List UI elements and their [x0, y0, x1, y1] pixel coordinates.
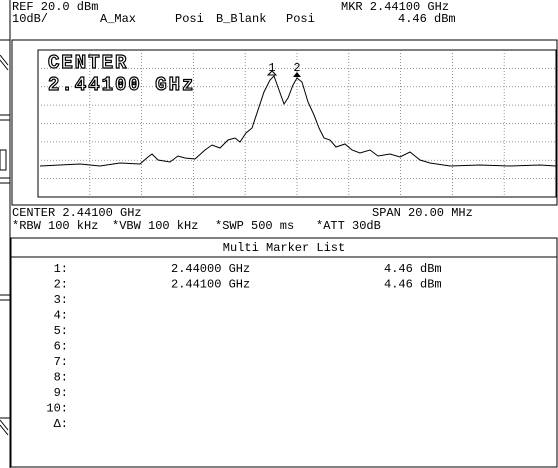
- marker-2: [293, 72, 301, 77]
- marker-1-label: 1: [268, 61, 275, 75]
- scale: 10dB/: [12, 12, 48, 26]
- left-tab: [0, 149, 7, 171]
- center-value: 2.44100 GHz: [48, 74, 195, 96]
- marker-index: 1:: [54, 262, 68, 276]
- marker-index: 2:: [54, 278, 68, 292]
- vbw: *VBW 100 kHz: [112, 219, 198, 233]
- trace: [39, 75, 557, 167]
- marker-level: 4.46 dBm: [398, 12, 456, 26]
- marker-index: 5:: [54, 324, 68, 338]
- marker-frequency: MKR 2.44100 GHz: [341, 0, 449, 14]
- ref-level: REF 20.0 dBm: [12, 0, 98, 14]
- trace-b-detector: Posi: [286, 12, 315, 26]
- marker-index: 6:: [54, 340, 68, 354]
- list-body: [10, 256, 558, 468]
- rbw: *RBW 100 kHz: [12, 219, 98, 233]
- trace-a-detector: Posi: [175, 12, 204, 26]
- trace-b-mode: B_Blank: [216, 12, 266, 26]
- marker-index: 10:: [46, 402, 68, 416]
- left-tabs: [0, 39, 10, 419]
- marker-frequency: 2.44000 GHz: [171, 262, 250, 276]
- marker-index: 8:: [54, 371, 68, 385]
- marker-index: Δ:: [54, 417, 68, 431]
- marker-1: [266, 70, 278, 76]
- marker-rows: 1: 2.44000 GHz 4.46 dBm 2: 2.44100 GHz 4.46 d…: [46, 262, 441, 431]
- center-frequency: CENTER 2.44100 GHz: [12, 206, 142, 220]
- marker-2-label: 2: [293, 61, 300, 75]
- marker-index: 3:: [54, 293, 68, 307]
- center-label: CENTER: [48, 52, 128, 74]
- marker-frequency: 2.44100 GHz: [171, 278, 250, 292]
- trace-a-mode: A_Max: [100, 12, 136, 26]
- marker-level: 4.46 dBm: [384, 262, 442, 276]
- marker-index: 4:: [54, 309, 68, 323]
- list-title: Multi Marker List: [223, 241, 345, 255]
- attenuation: *ATT 30dB: [316, 219, 381, 233]
- marker-index: 9:: [54, 386, 68, 400]
- marker-index: 7:: [54, 355, 68, 369]
- marker-level: 4.46 dBm: [384, 278, 442, 292]
- sweep: *SWP 500 ms: [215, 219, 294, 233]
- graph-frame: [11, 39, 558, 206]
- left-hatch: [0, 54, 9, 436]
- span: SPAN 20.00 MHz: [372, 206, 473, 220]
